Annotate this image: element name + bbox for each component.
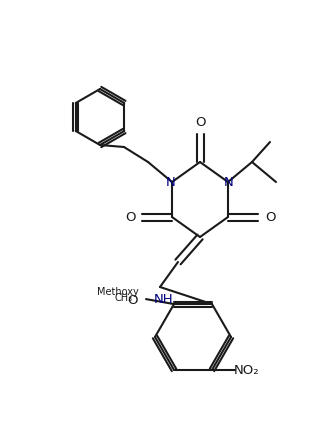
Text: NO₂: NO₂ xyxy=(234,363,260,377)
Text: N: N xyxy=(166,176,176,189)
Text: O: O xyxy=(127,293,137,306)
Text: CH₃: CH₃ xyxy=(115,292,133,302)
Text: O: O xyxy=(195,116,205,129)
Text: N: N xyxy=(224,176,234,189)
Text: O: O xyxy=(125,211,135,224)
Text: Methoxy: Methoxy xyxy=(97,286,139,296)
Text: O: O xyxy=(265,211,275,224)
Text: NH: NH xyxy=(154,293,174,306)
